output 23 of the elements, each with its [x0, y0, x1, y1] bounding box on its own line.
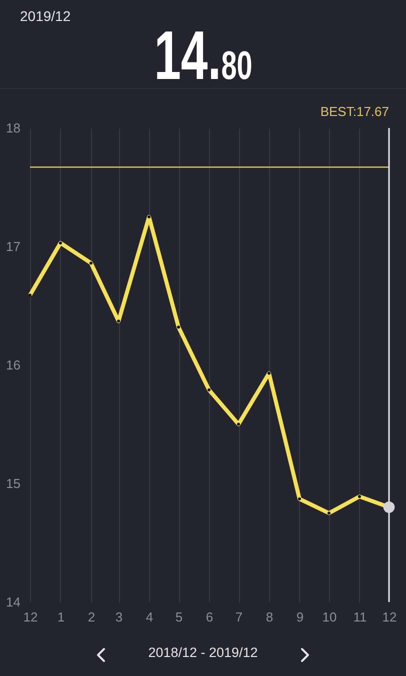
text: 2018/12 - 2019/12 [147, 645, 259, 660]
x-tick-label: 6 [206, 610, 214, 624]
chart-title: 14.80 [154, 17, 252, 94]
y-tick-label: 14 [6, 594, 20, 610]
x-tick-label: 8 [266, 610, 274, 624]
x-tick-label: 11 [353, 610, 367, 624]
ref-line-label: BEST:17.67 [320, 104, 389, 119]
chart-subtitle: 2019/12 [20, 8, 71, 24]
y-tick-label: 16 [6, 358, 20, 372]
x-tick-label: 12 [23, 610, 38, 624]
point [383, 502, 395, 513]
x-tick-label: 9 [296, 610, 304, 624]
x-tick-label: 12 [382, 610, 397, 624]
x-tick-label: 1 [57, 610, 65, 624]
x-tick-label: 4 [146, 610, 154, 624]
y-tick-label: 18 [6, 120, 20, 136]
x-tick-label: 10 [322, 610, 337, 624]
x-tick-label: 3 [115, 610, 123, 624]
x-tick-label: 7 [235, 610, 243, 624]
y-tick-label: 17 [6, 239, 20, 254]
x-tick-label: 5 [175, 610, 183, 624]
x-tick-label: 2 [88, 610, 96, 624]
y-tick-label: 15 [6, 476, 20, 491]
